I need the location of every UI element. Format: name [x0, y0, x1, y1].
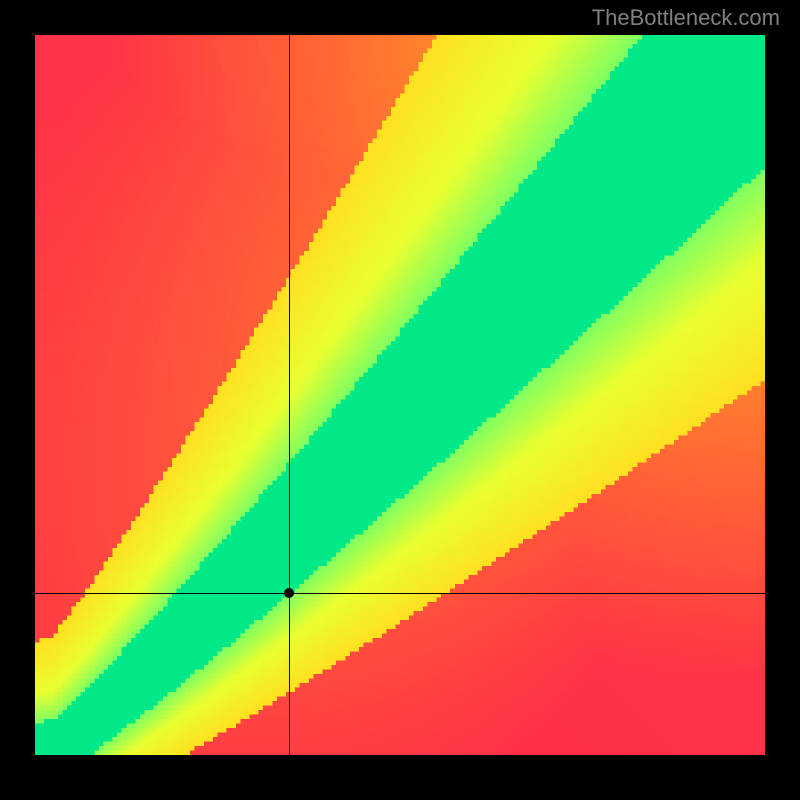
heatmap-canvas [35, 35, 765, 755]
crosshair-vertical [289, 35, 290, 755]
watermark-text: TheBottleneck.com [592, 5, 780, 31]
heatmap-chart [35, 35, 765, 755]
marker-dot [284, 588, 294, 598]
crosshair-horizontal [35, 593, 765, 594]
